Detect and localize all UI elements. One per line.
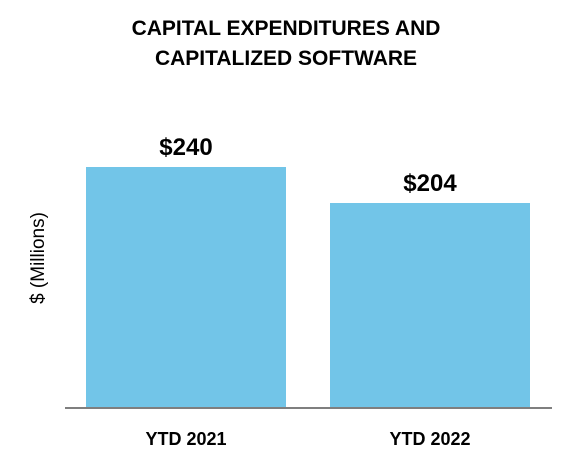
- chart-title-line-1: CAPITAL EXPENDITURES AND: [131, 17, 441, 40]
- data-label-2: $204: [403, 170, 457, 197]
- bar-2: [330, 203, 530, 407]
- data-label-1: $240: [159, 134, 212, 161]
- category-label-1: YTD 2021: [145, 429, 226, 449]
- bars-layer: $240 YTD 2021 $204 YTD 2022: [86, 134, 530, 449]
- category-label-2: YTD 2022: [389, 429, 470, 449]
- chart-title: CAPITAL EXPENDITURES AND CAPITALIZED SOF…: [0, 14, 572, 74]
- chart-title-line-2: CAPITALIZED SOFTWARE: [154, 47, 418, 70]
- bar-1: [86, 167, 286, 407]
- y-axis-label: $ (Millions): [28, 212, 49, 304]
